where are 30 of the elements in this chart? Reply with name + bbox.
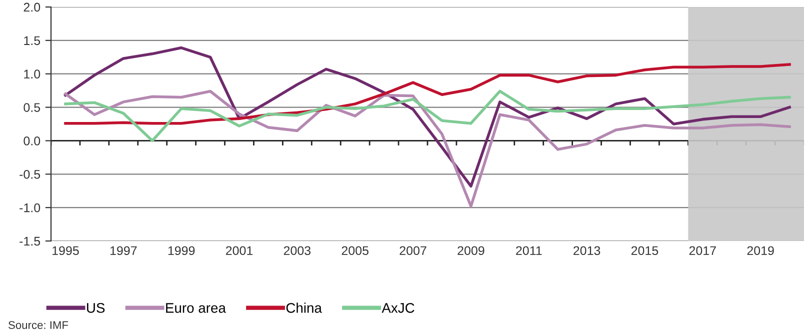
legend-label: US	[87, 303, 105, 313]
x-tick-label: 2017	[689, 246, 716, 256]
x-tick-label: 2001	[226, 246, 253, 256]
x-tick-label: 2011	[516, 246, 542, 256]
legend-label: AxJC	[382, 303, 414, 313]
legend-label: Euro area	[166, 303, 226, 313]
x-tick-label: 2005	[342, 246, 368, 256]
y-tick-label: -0.5	[20, 170, 40, 179]
line-series	[64, 46, 791, 188]
y-tick-label: -1.5	[20, 236, 40, 246]
y-tick-label: 1.5	[24, 36, 40, 46]
x-tick-label: 2015	[631, 246, 658, 256]
x-tick-label: 1997	[110, 246, 137, 256]
y-tick-label: 0.5	[24, 103, 40, 112]
line-series	[64, 63, 791, 125]
line-series	[64, 90, 791, 208]
x-tick-label: 1999	[168, 246, 195, 256]
source-note: Source: IMF	[8, 321, 68, 329]
x-tick-label: 2019	[747, 246, 774, 256]
y-tick-label: 0.0	[24, 136, 40, 146]
y-tick-label: -1.0	[20, 203, 40, 212]
x-tick-label: 1995	[52, 246, 79, 256]
line-series	[64, 90, 791, 142]
x-tick-label: 2003	[284, 246, 311, 256]
y-tick-label: 1.0	[24, 70, 40, 79]
y-tick-label: 2.0	[24, 2, 40, 12]
x-tick-label: 2013	[574, 246, 600, 256]
x-tick-label: 2007	[400, 246, 426, 256]
x-tick-label: 2009	[458, 246, 484, 256]
legend-label: China	[286, 302, 322, 313]
